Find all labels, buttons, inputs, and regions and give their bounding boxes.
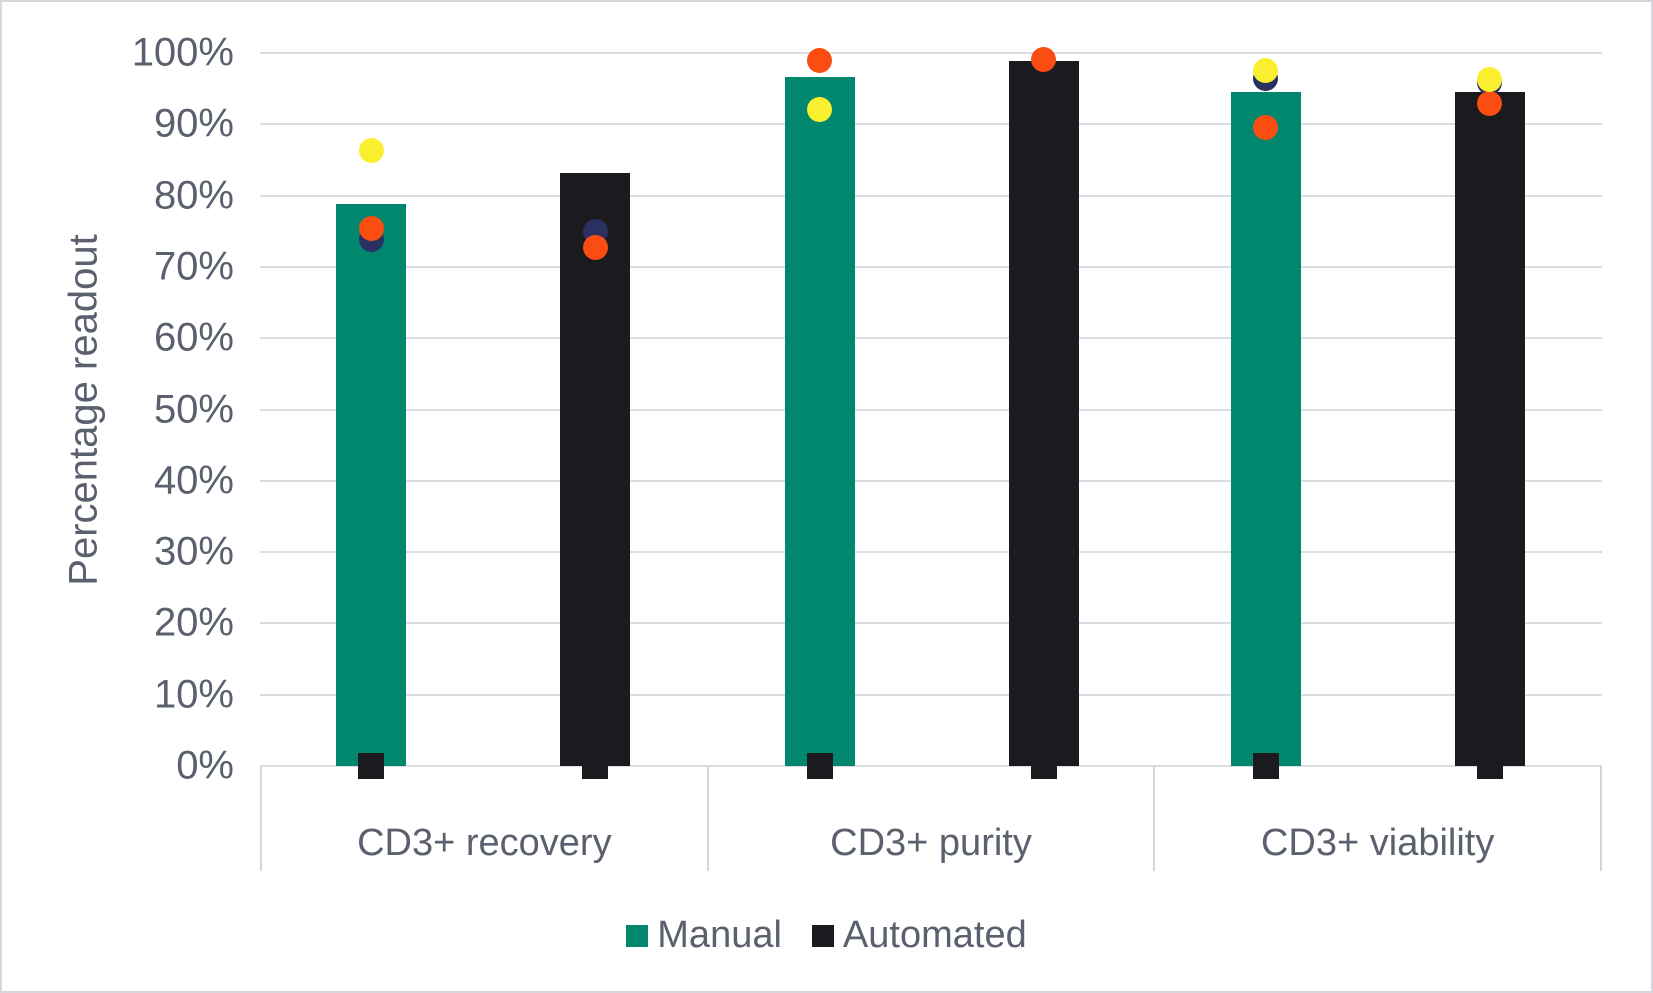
zero-marker-automated-cd3-viability <box>1476 753 1503 779</box>
gridline <box>260 479 1602 482</box>
dot-orange-manual-cd3-recovery <box>358 215 384 241</box>
y-tick-label: 40% <box>153 458 234 503</box>
bar-automated-cd3-recovery <box>560 172 630 766</box>
x-category-label-viability: CD3+ viability <box>1260 822 1495 864</box>
gridline <box>260 765 1602 767</box>
legend: Manual Automated <box>2 914 1651 957</box>
zero-marker-manual-cd3-viability <box>1252 753 1279 779</box>
y-tick-label: 50% <box>153 387 234 431</box>
zero-marker-manual-cd3-purity <box>806 753 833 779</box>
dot-orange-manual-cd3-viability <box>1253 115 1278 141</box>
y-tick-label: 0% <box>176 743 234 788</box>
bar-manual-cd3-recovery <box>336 204 406 766</box>
legend-item-automated: Automated <box>811 914 1027 957</box>
legend-label-manual: Manual <box>657 914 782 956</box>
gridline <box>260 123 1602 126</box>
gridline <box>260 408 1602 411</box>
bar-automated-cd3-purity <box>1008 60 1079 766</box>
dot-yellow-manual-cd3-recovery <box>358 138 384 164</box>
x-category-cell-recovery: CD3+ recovery <box>260 766 707 871</box>
gridline <box>260 265 1602 268</box>
zero-marker-automated-cd3-purity <box>1030 753 1057 779</box>
dot-orange-automated-cd3-purity <box>1031 46 1056 72</box>
legend-label-automated: Automated <box>842 914 1027 956</box>
gridline <box>260 52 1602 54</box>
y-tick-label: 70% <box>153 244 234 289</box>
dot-orange-automated-cd3-recovery <box>582 235 608 261</box>
x-category-cell-purity: CD3+ purity <box>706 766 1154 871</box>
dot-orange-automated-cd3-viability <box>1477 91 1502 117</box>
dot-orange-manual-cd3-purity <box>807 47 832 73</box>
gridline <box>260 551 1602 554</box>
zero-marker-manual-cd3-recovery <box>358 753 384 779</box>
gridline <box>260 622 1602 625</box>
zero-marker-automated-cd3-recovery <box>582 753 608 779</box>
gridline <box>260 194 1602 197</box>
y-axis-tick-labels: 0% 10% 20% 30% 40% 50% 60% 70% 80% 90% 100% <box>2 2 234 991</box>
y-tick-label: 80% <box>153 173 234 218</box>
legend-swatch-automated-icon <box>811 924 834 947</box>
bar-manual-cd3-purity <box>784 77 855 766</box>
y-tick-label: 90% <box>153 101 234 146</box>
legend-swatch-manual-icon <box>626 924 649 947</box>
gridline <box>260 337 1602 340</box>
bar-automated-cd3-viability <box>1454 92 1525 766</box>
x-category-cell-viability: CD3+ viability <box>1153 766 1603 871</box>
y-tick-label: 60% <box>153 315 234 360</box>
x-category-label-recovery: CD3+ recovery <box>357 822 612 864</box>
x-axis: CD3+ recovery CD3+ purity CD3+ viability <box>260 766 1603 871</box>
dot-yellow-automated-cd3-viability <box>1477 66 1502 92</box>
dot-yellow-manual-cd3-viability <box>1253 57 1278 83</box>
dot-yellow-manual-cd3-purity <box>807 96 832 122</box>
x-category-label-purity: CD3+ purity <box>830 822 1032 864</box>
y-tick-label: 20% <box>153 600 234 645</box>
gridline <box>260 693 1602 696</box>
y-tick-label: 30% <box>153 529 234 574</box>
y-tick-label: 100% <box>131 30 234 75</box>
plot-area <box>260 46 1602 779</box>
bar-manual-cd3-viability <box>1230 92 1301 766</box>
y-tick-label: 10% <box>153 672 234 717</box>
legend-item-manual: Manual <box>626 914 782 957</box>
